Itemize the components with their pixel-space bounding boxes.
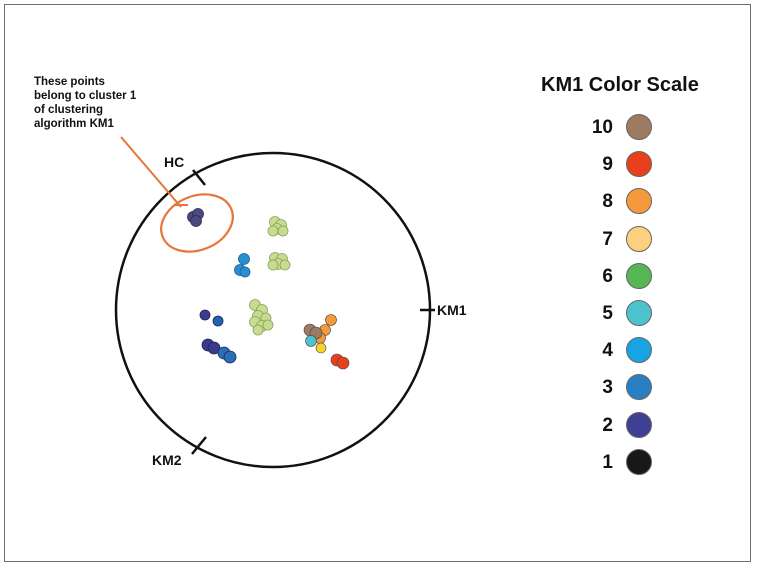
km2-tick: [191, 436, 207, 455]
color-scale-row: 9: [575, 151, 665, 181]
color-scale-swatch: [626, 151, 652, 178]
axis-label-km1: KM1: [437, 302, 467, 318]
callout-pointer-line: [120, 136, 182, 208]
color-scale-swatch: [626, 448, 652, 475]
color-scale-swatch: [626, 337, 652, 364]
annotation-line: of clustering: [34, 104, 104, 116]
cluster-dark-purple-highlight: [187, 208, 204, 227]
color-scale-number: 6: [602, 265, 613, 287]
color-scale-row: 2: [575, 411, 665, 442]
color-scale-title: KM1 Color Scale: [541, 74, 699, 96]
color-scale-number: 7: [602, 228, 613, 250]
axis-label-km2: KM2: [152, 452, 182, 468]
annotation-line: algorithm KM1: [34, 118, 114, 130]
hc-tick: [192, 169, 206, 186]
callout-ellipse: [160, 193, 234, 253]
color-scale-swatch: [626, 225, 652, 252]
figure-frame: [4, 4, 751, 562]
color-scale-row: 8: [575, 188, 665, 218]
color-scale-swatch: [626, 300, 652, 326]
annotation-line: These points: [34, 76, 105, 88]
color-scale-row: 4: [575, 337, 665, 367]
color-scale-number: 4: [602, 340, 613, 362]
color-scale-number: 8: [602, 191, 613, 213]
color-scale-number: 2: [602, 414, 613, 436]
color-scale-number: 3: [602, 377, 613, 399]
main-circle: [114, 151, 432, 469]
axis-label-hc: HC: [164, 154, 185, 170]
cluster-light-green-mid: [267, 252, 291, 271]
color-scale-row: 6: [575, 262, 665, 293]
color-scale-number: 5: [602, 303, 613, 324]
color-scale-row: 1: [575, 448, 665, 479]
color-scale-number: 10: [591, 117, 613, 138]
cluster-blue-upper: [234, 253, 251, 278]
annotation-line: belong to cluster 1: [34, 90, 137, 102]
color-scale-number: 1: [602, 451, 613, 473]
color-scale-row: 3: [575, 374, 665, 404]
callout-annotation: These points belong to cluster 1 of clus…: [34, 75, 164, 131]
cluster-light-green-center: [249, 299, 274, 336]
color-scale-swatch: [626, 411, 652, 438]
color-scale-row: 10: [575, 114, 665, 144]
cluster-light-green-top: [267, 216, 289, 237]
color-scale-swatch: [626, 262, 652, 289]
color-scale-number: 9: [602, 154, 613, 176]
color-scale-row: 7: [575, 225, 665, 256]
color-scale-swatch: [626, 114, 652, 140]
cluster-mixed-right: [303, 314, 350, 370]
color-scale-swatch: [626, 374, 652, 401]
color-scale-swatch: [626, 188, 652, 215]
cluster-left-points: [199, 309, 237, 364]
color-scale-row: 5: [575, 300, 665, 330]
